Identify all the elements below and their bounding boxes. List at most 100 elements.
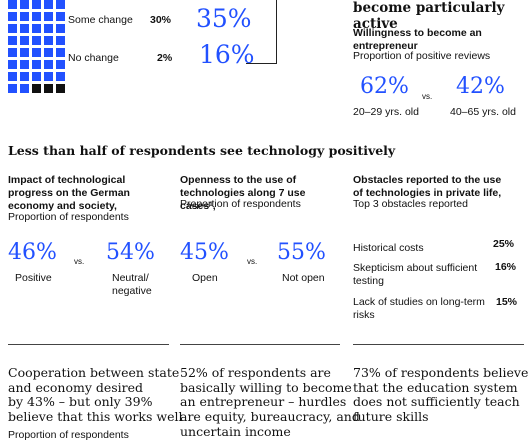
heading-line: an entrepreneur – hurdles (180, 394, 347, 410)
heading-line: 52% of respondents are (180, 365, 331, 380)
row-pct-some-change: 30% (150, 14, 172, 26)
waffle-cell (44, 48, 53, 57)
waffle-cell (32, 24, 41, 33)
heading-line: that the education system (353, 379, 518, 395)
waffle-cell (32, 36, 41, 45)
waffle-cell (56, 72, 65, 81)
waffle-cell (20, 36, 29, 45)
col2-left-label: Open (192, 272, 218, 284)
obstacle-pct: 16% (495, 261, 517, 273)
heading-line: uncertain income (180, 423, 291, 439)
panel-border-bottom (246, 63, 277, 64)
entrepreneur-right-value: 42% (456, 74, 505, 99)
obstacle-label: Historical costs (353, 242, 424, 254)
panel-border (276, 0, 277, 64)
heading-line: are equity, bureaucracy, and (180, 409, 360, 425)
divider (8, 344, 169, 345)
waffle-cell (20, 84, 29, 93)
waffle-cell (32, 84, 41, 93)
col3-subtitle: Top 3 obstacles reported (353, 198, 468, 210)
col2-right-value: 55% (277, 240, 326, 265)
waffle-cell (20, 48, 29, 57)
heading-line: by 43% – but only 39% (8, 394, 153, 410)
waffle-cell (56, 12, 65, 21)
waffle-cell (44, 12, 53, 21)
bottom-col1-heading: Cooperation between state and economy de… (8, 365, 183, 425)
obstacle-label-line2: risks (353, 309, 375, 321)
bottom-col2-heading: 52% of respondents are basically willing… (180, 365, 360, 440)
col1-title: Impact of technological progress on the … (8, 174, 130, 212)
waffle-cell (20, 60, 29, 69)
heading-line: and economy desired (8, 379, 144, 395)
entrepreneur-left-label: 20–29 yrs. old (353, 106, 419, 118)
heading-line: Cooperation between state (8, 365, 180, 380)
waffle-cell (32, 0, 41, 9)
obstacle-label: Skepticism about sufficient (353, 262, 478, 274)
waffle-cell (8, 36, 17, 45)
waffle-cell (44, 84, 53, 93)
waffle-cell (44, 60, 53, 69)
entrepreneur-subtitle-bold: Willingness to become an entrepreneur (353, 27, 482, 52)
col1-right-label-2: negative (112, 285, 152, 297)
waffle-cell (44, 72, 53, 81)
divider (180, 344, 340, 345)
heading-line: believe that this works well (8, 409, 183, 425)
obstacle-label: Lack of studies on long-term (353, 296, 485, 308)
col1-vs: vs. (74, 257, 85, 266)
obstacle-pct: 15% (496, 296, 518, 308)
waffle-cell (44, 36, 53, 45)
waffle-cell (8, 24, 17, 33)
heading-line: future skills (353, 409, 429, 425)
waffle-cell (8, 48, 17, 57)
waffle-cell (20, 24, 29, 33)
waffle-cell (32, 12, 41, 21)
entrepreneur-subtitle: Proportion of positive reviews (353, 50, 491, 62)
heading-line: 73% of respondents believe (353, 365, 529, 380)
entrepreneur-right-label: 40–65 yrs. old (450, 106, 516, 118)
waffle-cell (56, 48, 65, 57)
waffle-cell (20, 0, 29, 9)
waffle-cell (8, 60, 17, 69)
waffle-cell (44, 0, 53, 9)
col1-right-value: 54% (106, 240, 155, 265)
row-pct-no-change: 2% (157, 52, 173, 64)
waffle-cell (8, 12, 17, 21)
entrepreneur-left-value: 62% (360, 74, 409, 99)
waffle-cell (32, 48, 41, 57)
row-value-some-change: 35% (196, 4, 252, 33)
row-label-no-change: No change (68, 52, 119, 64)
waffle-cell (20, 72, 29, 81)
waffle-cell (56, 36, 65, 45)
row-label-some-change: Some change (68, 14, 133, 26)
section-title: Less than half of respondents see techno… (8, 143, 396, 158)
col2-right-label: Not open (282, 272, 325, 284)
col1-left-value: 46% (8, 240, 57, 265)
col2-title: Openness to the use of technologies alon… (180, 174, 306, 212)
row-value-no-change: 16% (199, 40, 255, 69)
waffle-cell (8, 72, 17, 81)
waffle-cell (32, 60, 41, 69)
col1-left-label: Positive (15, 272, 52, 284)
waffle-chart (8, 0, 65, 93)
waffle-cell (56, 60, 65, 69)
waffle-cell (8, 84, 17, 93)
divider (353, 344, 524, 345)
bottom-col3-heading: 73% of respondents believe that the educ… (353, 365, 529, 425)
heading-line: basically willing to become (180, 379, 352, 395)
entrepreneur-heading: become particularly active (353, 0, 505, 32)
col2-vs: vs. (247, 257, 258, 266)
col1-right-label-1: Neutral/ (112, 272, 149, 284)
waffle-cell (56, 84, 65, 93)
col2-left-value: 45% (180, 240, 229, 265)
col2-subtitle: Proportion of respondents (180, 198, 301, 210)
waffle-cell (56, 0, 65, 9)
waffle-cell (8, 0, 17, 9)
entrepreneur-vs: vs. (422, 92, 433, 101)
waffle-cell (44, 24, 53, 33)
col3-title: Obstacles reported to the use of technol… (353, 174, 502, 199)
obstacle-pct: 25% (493, 238, 515, 250)
waffle-cell (56, 24, 65, 33)
col1-subtitle: Proportion of respondents (8, 211, 129, 223)
waffle-cell (20, 12, 29, 21)
heading-line: does not sufficiently teach (353, 394, 520, 410)
